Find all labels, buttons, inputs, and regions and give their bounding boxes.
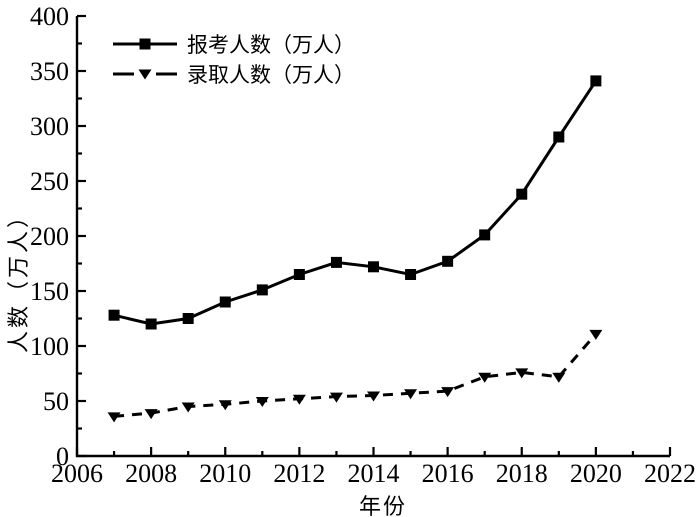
x-axis-title: 年份 [358,494,408,517]
svg-text:2008: 2008 [125,459,177,488]
legend-label-admitted: 录取人数（万人） [187,63,355,87]
svg-text:2014: 2014 [348,459,400,488]
svg-text:150: 150 [30,277,69,306]
y-axis-title: 人数（万人） [6,202,31,354]
legend: 报考人数（万人） 录取人数（万人） [112,29,355,89]
svg-text:100: 100 [30,332,69,361]
svg-text:50: 50 [43,387,69,416]
svg-text:2022: 2022 [644,459,696,488]
solid-line-square-marker-icon [113,38,177,50]
legend-item-applicants: 报考人数（万人） [112,29,355,59]
svg-text:2010: 2010 [199,459,251,488]
svg-text:200: 200 [30,222,69,251]
svg-text:400: 400 [30,2,69,31]
dashed-line-triangle-marker-icon [113,69,177,80]
svg-text:350: 350 [30,57,69,86]
svg-text:300: 300 [30,112,69,141]
svg-text:0: 0 [56,442,69,471]
svg-text:2020: 2020 [570,459,622,488]
svg-text:2012: 2012 [273,459,325,488]
svg-text:250: 250 [30,167,69,196]
svg-text:2016: 2016 [422,459,474,488]
svg-text:2018: 2018 [496,459,548,488]
legend-item-admitted: 录取人数（万人） [112,59,355,89]
legend-label-applicants: 报考人数（万人） [187,33,355,57]
svg-text:2006: 2006 [51,459,103,488]
